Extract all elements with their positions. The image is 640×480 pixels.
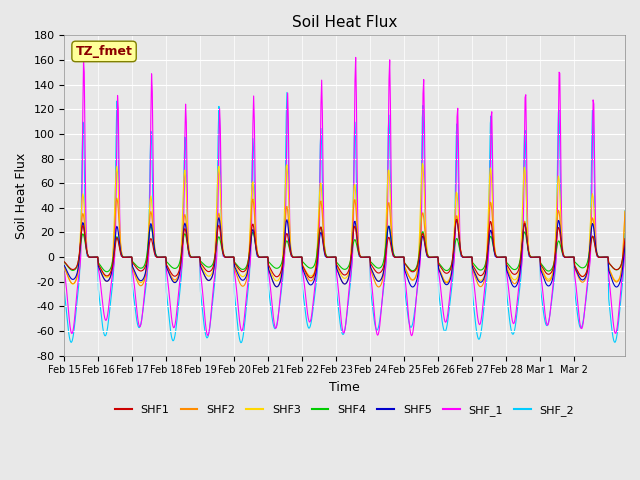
SHF2 [61, 264, 68, 270]
SHF_1 [477, 317, 485, 323]
SHF4 [574, 263, 582, 268]
SHF3 [419, 161, 426, 167]
Line: SHF_2: SHF_2 [65, 93, 625, 343]
SHF4 [61, 259, 68, 265]
SHF_2 [440, 326, 447, 332]
SHF_2 [432, 254, 440, 260]
SHF4 [371, 263, 378, 268]
SHF1 [452, 216, 460, 222]
SHF3 [69, 281, 77, 287]
X-axis label: Time: Time [330, 381, 360, 394]
Line: SHF1: SHF1 [65, 219, 625, 278]
SHF4 [621, 243, 629, 249]
SHF1 [307, 275, 315, 281]
Line: SHF3: SHF3 [65, 164, 625, 284]
Y-axis label: Soil Heat Flux: Soil Heat Flux [15, 152, 28, 239]
SHF_2 [61, 289, 68, 295]
SHF_1 [440, 312, 447, 317]
SHF1 [439, 267, 447, 273]
SHF_1 [61, 268, 68, 274]
SHF4 [609, 265, 617, 271]
SHF3 [621, 208, 629, 214]
SHF5 [477, 279, 484, 285]
SHF4 [432, 254, 440, 260]
SHF2 [113, 195, 121, 201]
SHF_2 [371, 321, 379, 327]
SHF5 [573, 271, 581, 276]
SHF_1 [609, 317, 617, 323]
SHF1 [61, 259, 68, 264]
SHF5 [612, 284, 620, 290]
SHF_1 [371, 308, 378, 313]
Line: SHF4: SHF4 [65, 226, 625, 272]
Text: TZ_fmet: TZ_fmet [76, 45, 132, 58]
SHF5 [439, 277, 447, 283]
Legend: SHF1, SHF2, SHF3, SHF4, SHF5, SHF_1, SHF_2: SHF1, SHF2, SHF3, SHF4, SHF5, SHF_1, SHF… [111, 401, 579, 420]
Line: SHF5: SHF5 [65, 218, 625, 287]
SHF_2 [283, 90, 291, 96]
SHF2 [609, 276, 617, 281]
SHF4 [477, 267, 485, 273]
SHF1 [574, 269, 582, 275]
SHF_1 [352, 55, 360, 60]
SHF2 [371, 277, 378, 283]
SHF_2 [574, 316, 582, 322]
Title: Soil Heat Flux: Soil Heat Flux [292, 15, 397, 30]
SHF2 [374, 284, 382, 290]
SHF4 [103, 269, 111, 275]
SHF5 [431, 254, 439, 260]
SHF3 [574, 269, 582, 275]
SHF2 [440, 277, 447, 283]
SHF3 [371, 272, 378, 278]
SHF5 [215, 215, 223, 221]
SHF_2 [477, 329, 485, 335]
SHF_2 [237, 340, 244, 346]
SHF3 [61, 264, 68, 270]
SHF_2 [609, 334, 617, 340]
SHF1 [431, 254, 439, 260]
SHF_1 [621, 238, 629, 244]
SHF_2 [621, 208, 629, 214]
Line: SHF2: SHF2 [65, 198, 625, 287]
SHF3 [609, 275, 617, 280]
SHF1 [609, 265, 617, 271]
SHF2 [477, 284, 485, 289]
Line: SHF_1: SHF_1 [65, 58, 625, 336]
SHF3 [477, 277, 485, 283]
SHF1 [477, 273, 485, 278]
SHF_1 [432, 254, 440, 260]
SHF_1 [408, 333, 415, 338]
SHF1 [621, 236, 629, 241]
SHF5 [61, 263, 68, 268]
SHF4 [385, 223, 393, 229]
SHF5 [621, 240, 629, 246]
SHF1 [371, 266, 378, 272]
SHF_1 [574, 306, 582, 312]
SHF5 [371, 273, 378, 278]
SHF2 [621, 209, 629, 215]
SHF4 [440, 266, 447, 272]
SHF2 [574, 274, 582, 279]
SHF5 [609, 277, 616, 283]
SHF3 [432, 254, 440, 260]
SHF3 [440, 276, 447, 282]
SHF2 [432, 254, 440, 260]
